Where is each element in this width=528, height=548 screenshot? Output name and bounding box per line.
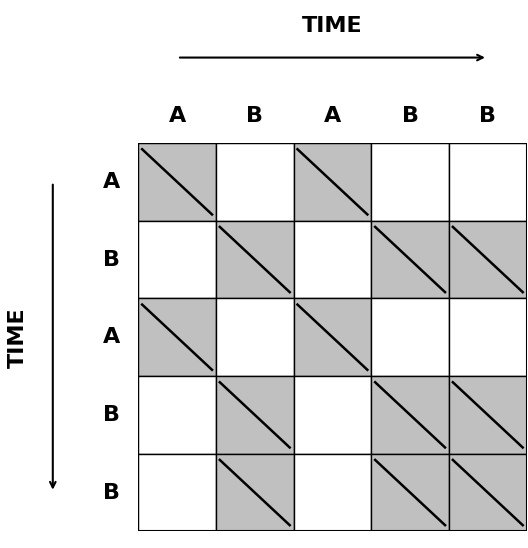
Bar xyxy=(216,298,294,376)
Bar xyxy=(371,298,449,376)
Bar xyxy=(294,143,371,221)
Bar xyxy=(138,376,216,454)
Bar xyxy=(138,221,216,298)
Text: B: B xyxy=(246,106,263,126)
Text: TIME: TIME xyxy=(8,307,28,368)
Text: A: A xyxy=(324,106,341,126)
Text: B: B xyxy=(102,249,119,270)
Text: B: B xyxy=(102,405,119,425)
Text: B: B xyxy=(102,483,119,503)
Bar xyxy=(216,143,294,221)
Bar xyxy=(216,221,294,298)
Bar xyxy=(294,221,371,298)
Text: A: A xyxy=(102,172,120,192)
Bar xyxy=(138,454,216,532)
Bar xyxy=(294,298,371,376)
Bar xyxy=(294,454,371,532)
Bar xyxy=(449,298,526,376)
Bar xyxy=(216,454,294,532)
Bar xyxy=(449,221,526,298)
Bar xyxy=(371,221,449,298)
Text: A: A xyxy=(102,327,120,347)
Bar xyxy=(449,376,526,454)
Bar xyxy=(138,298,216,376)
Text: A: A xyxy=(168,106,186,126)
Bar xyxy=(371,454,449,532)
Bar xyxy=(371,143,449,221)
Text: B: B xyxy=(402,106,419,126)
Bar xyxy=(216,376,294,454)
Text: TIME: TIME xyxy=(302,16,363,37)
Bar xyxy=(138,143,216,221)
Bar xyxy=(371,376,449,454)
Bar xyxy=(449,454,526,532)
Text: B: B xyxy=(479,106,496,126)
Bar xyxy=(294,376,371,454)
Bar xyxy=(449,143,526,221)
